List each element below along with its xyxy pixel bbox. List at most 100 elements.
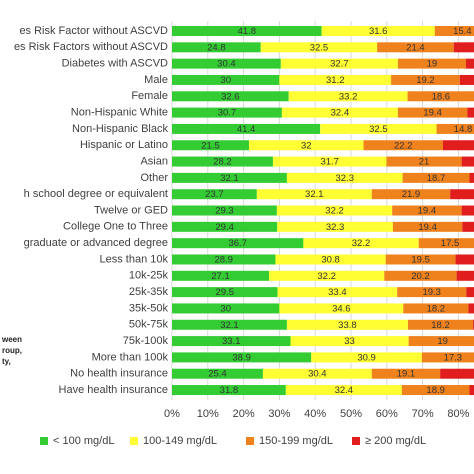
value-label: 30 bbox=[220, 303, 231, 314]
bar-segment bbox=[279, 74, 392, 85]
bar-segment bbox=[321, 26, 435, 36]
value-label: 22.2 bbox=[394, 140, 413, 151]
bar-segment bbox=[280, 58, 398, 69]
value-label: 18.6 bbox=[432, 91, 451, 102]
bar-segment bbox=[385, 254, 456, 265]
bar-segment bbox=[262, 368, 372, 379]
bar-segment bbox=[468, 303, 474, 314]
category-label: 75k-100k bbox=[123, 335, 169, 347]
bar-segment bbox=[440, 368, 474, 379]
bar-segment bbox=[461, 205, 474, 216]
bar-segment bbox=[286, 172, 403, 183]
category-label: Hispanic or Latino bbox=[80, 139, 168, 151]
category-label: College One to Three bbox=[63, 221, 168, 233]
legend-label: < 100 mg/dL bbox=[53, 435, 114, 447]
category-label: Non-Hispanic Black bbox=[72, 123, 168, 135]
bar-segment bbox=[467, 107, 474, 118]
value-label: 15.4 bbox=[453, 26, 472, 37]
category-label: Male bbox=[144, 74, 168, 86]
value-label: 32.1 bbox=[220, 173, 239, 184]
value-label: 30.4 bbox=[217, 59, 236, 70]
value-label: 38.9 bbox=[232, 352, 251, 363]
bar-segment bbox=[384, 270, 457, 281]
bar-segment bbox=[172, 42, 261, 53]
bar-segment bbox=[172, 319, 287, 330]
value-label: 29.5 bbox=[216, 287, 235, 298]
category-label: 25k-35k bbox=[129, 286, 169, 298]
bar-segment bbox=[277, 287, 398, 298]
value-label: 21.4 bbox=[406, 42, 425, 53]
value-label: 32.5 bbox=[310, 42, 329, 53]
value-label: 19 bbox=[437, 336, 448, 347]
value-label: 28.9 bbox=[214, 254, 233, 265]
value-label: 29.3 bbox=[215, 206, 234, 217]
value-label: 21.9 bbox=[402, 189, 421, 200]
category-label: 35k-50k bbox=[129, 302, 169, 314]
value-label: 32.2 bbox=[317, 271, 336, 282]
bar-segment bbox=[288, 91, 408, 102]
bar-segment bbox=[392, 221, 463, 232]
category-label: Twelve or GED bbox=[94, 204, 168, 216]
category-label: es Risk Factor without ASCVD bbox=[19, 25, 168, 37]
bar-segment bbox=[172, 270, 270, 281]
bar-segment bbox=[466, 287, 474, 298]
bar-segment bbox=[469, 385, 474, 396]
annotation: roup, bbox=[2, 346, 22, 355]
bar-segment bbox=[275, 254, 386, 265]
value-label: 31.7 bbox=[320, 157, 339, 168]
bar-segment bbox=[462, 221, 474, 232]
value-label: 41.4 bbox=[237, 124, 256, 135]
bar-segment bbox=[269, 270, 385, 281]
value-label: 19.5 bbox=[411, 254, 430, 265]
value-label: 21.5 bbox=[201, 140, 220, 151]
value-label: 27.1 bbox=[211, 271, 230, 282]
bar-segment bbox=[172, 368, 263, 379]
x-tick-label: 0% bbox=[164, 408, 180, 420]
bar-segment bbox=[172, 385, 286, 396]
bar-segment bbox=[386, 156, 462, 167]
value-label: 31.6 bbox=[369, 26, 388, 37]
value-label: 33.1 bbox=[222, 336, 241, 347]
category-label: Asian bbox=[140, 155, 168, 167]
value-label: 19.4 bbox=[418, 206, 437, 217]
bar-segment bbox=[455, 254, 474, 265]
bar-segment bbox=[172, 303, 280, 314]
bar-segment bbox=[172, 221, 278, 232]
value-label: 14.8 bbox=[454, 124, 473, 135]
x-tick-label: 20% bbox=[233, 408, 255, 420]
value-label: 31.2 bbox=[326, 75, 345, 86]
bar-segment bbox=[407, 319, 474, 330]
value-label: 32.1 bbox=[305, 189, 324, 200]
value-label: 19 bbox=[427, 59, 438, 70]
bar-segment bbox=[461, 156, 474, 167]
bar-segment bbox=[172, 336, 291, 347]
value-label: 18.9 bbox=[426, 385, 445, 396]
value-label: 34.6 bbox=[332, 303, 351, 314]
value-label: 30.4 bbox=[308, 369, 327, 380]
value-label: 29.4 bbox=[215, 222, 234, 233]
x-tick-label: 60% bbox=[376, 408, 398, 420]
bar-segment bbox=[408, 336, 474, 347]
category-label: Less than 10k bbox=[100, 253, 169, 265]
bar-segment bbox=[260, 42, 378, 53]
category-label: graduate or advanced degree bbox=[24, 237, 168, 249]
value-label: 19.1 bbox=[397, 369, 416, 380]
bar-segment bbox=[443, 140, 474, 151]
category-label: 50k-75k bbox=[129, 319, 169, 331]
bar-segment bbox=[172, 140, 249, 151]
value-label: 18.2 bbox=[431, 320, 450, 331]
legend-swatch bbox=[40, 437, 48, 445]
value-label: 36.7 bbox=[228, 238, 247, 249]
bar-segment bbox=[456, 270, 474, 281]
bar-segment bbox=[172, 172, 287, 183]
value-label: 18.7 bbox=[427, 173, 446, 184]
bar-segment bbox=[172, 26, 322, 36]
bar-segment bbox=[407, 91, 474, 102]
value-label: 32.2 bbox=[352, 238, 371, 249]
bar-segment bbox=[172, 156, 273, 167]
bar-segment bbox=[371, 368, 441, 379]
bar-segment bbox=[401, 385, 470, 396]
category-label: No health insurance bbox=[70, 368, 168, 380]
bar-segment bbox=[172, 91, 289, 102]
category-label: h school degree or equivalent bbox=[24, 188, 168, 200]
